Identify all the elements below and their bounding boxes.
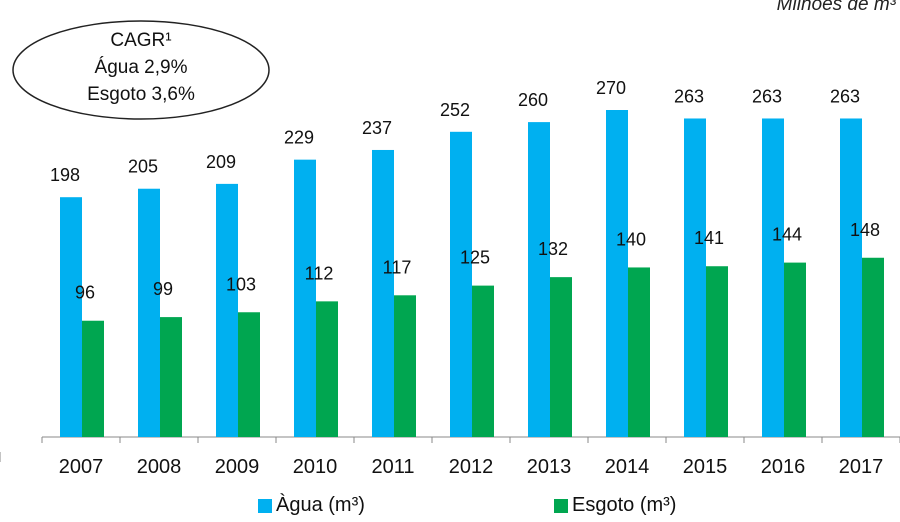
bar-agua [762,118,784,437]
data-label-agua: 229 [284,128,314,148]
data-label-esgoto: 117 [383,257,412,277]
data-label-esgoto: 148 [850,220,880,240]
bar-esgoto [160,317,182,437]
data-label-agua: 263 [752,86,782,106]
legend-swatch-agua [258,498,272,513]
data-label-agua: 198 [50,165,80,185]
bar-agua [372,149,394,437]
bar-esgoto [82,320,104,437]
data-label-esgoto: 96 [75,283,95,303]
data-label-esgoto: 99 [153,279,173,299]
data-label-agua: 237 [362,118,392,138]
bar-esgoto [628,267,650,437]
legend-item-agua: Àgua (m³) [258,494,365,517]
x-tick-label: 2017 [839,456,884,478]
unit-note: Milhões de m³ [776,0,896,15]
data-label-esgoto: 140 [616,229,646,249]
bar-esgoto [472,285,494,437]
legend-label-agua: Àgua (m³) [276,494,365,516]
x-tick-label: 2013 [527,456,572,478]
data-label-agua: 270 [596,78,626,98]
bar-esgoto [784,262,806,437]
bar-agua [684,118,706,437]
x-tick-label: 2010 [293,456,338,478]
legend-item-esgoto: Esgoto (m³) [554,494,676,517]
x-tick-label: 2016 [761,456,806,478]
x-tick-label: 2007 [59,456,104,478]
x-tick-label: 2012 [449,456,494,478]
bar-agua [138,188,160,437]
x-tick-label: 2008 [137,456,182,478]
bar-esgoto [550,277,572,437]
cagr-ellipse [12,20,270,120]
bar-agua [840,118,862,437]
bar-agua [60,197,82,437]
x-tick-label: 2015 [683,456,728,478]
x-tick-label: 2014 [605,456,650,478]
cagr-title: CAGR¹ [110,30,172,51]
bar-agua [606,110,628,437]
legend-swatch-esgoto [554,498,568,513]
data-label-esgoto: 125 [460,248,490,268]
bar-agua [528,122,550,437]
bar-esgoto [316,301,338,437]
cagr-esgoto: Esgoto 3,6% [87,84,195,105]
legend: Àgua (m³) Esgoto (m³) [0,494,900,522]
cagr-agua: Água 2,9% [94,57,188,78]
x-tick-label: 2011 [371,456,414,478]
bar-esgoto [706,266,728,437]
x-tick-label: 2009 [215,456,260,478]
bar-esgoto [394,295,416,437]
data-label-esgoto: 103 [226,274,256,294]
data-label-agua: 263 [674,86,704,106]
data-label-esgoto: 112 [305,263,334,283]
data-label-esgoto: 141 [694,228,724,248]
data-label-esgoto: 144 [772,225,802,245]
data-label-agua: 263 [830,86,860,106]
bar-esgoto [238,312,260,437]
data-label-agua: 209 [206,152,236,172]
bar-esgoto [862,257,884,437]
data-label-agua: 260 [518,90,548,110]
data-label-esgoto: 132 [538,239,568,259]
legend-label-esgoto: Esgoto (m³) [572,494,677,516]
cagr-callout: CAGR¹ Água 2,9% Esgoto 3,6% [10,18,272,122]
data-label-agua: 252 [440,100,470,120]
data-label-agua: 205 [128,157,158,177]
bar-chart: 2007 198 96 2008 205 99 2009 209 103 2010 229 112 20… [0,78,900,478]
bar-agua [216,183,238,437]
bar-agua [294,159,316,437]
bar-agua [450,131,472,438]
